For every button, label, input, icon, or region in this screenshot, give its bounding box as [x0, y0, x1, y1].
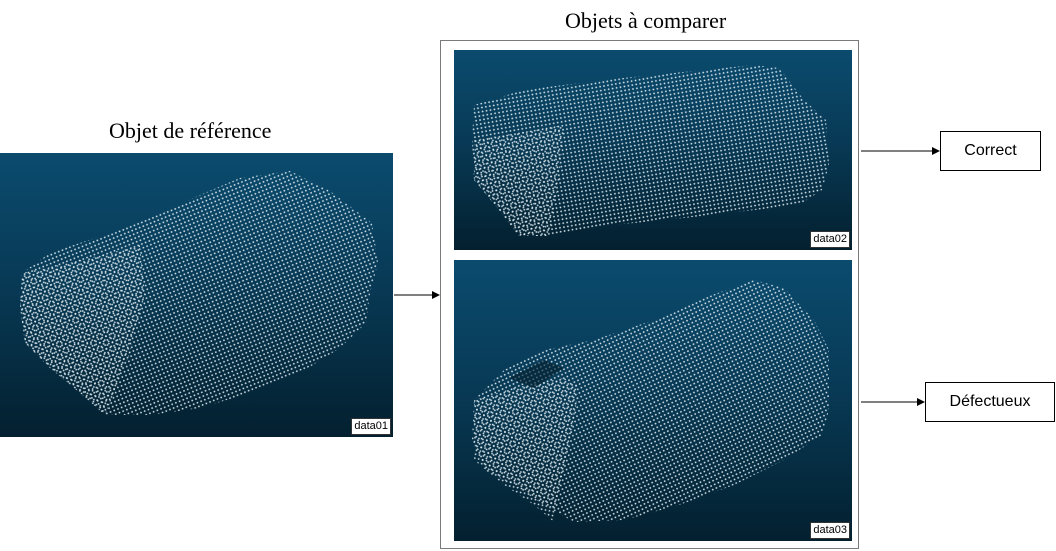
compare-bottom-dataset-label: data03	[810, 522, 850, 539]
reference-point-cloud	[20, 171, 378, 415]
reference-dataset-label: data01	[351, 418, 391, 435]
result-defective-box: Défectueux	[925, 382, 1055, 422]
compare-top-dataset-label: data02	[810, 231, 850, 248]
reference-title: Objet de référence	[109, 118, 272, 143]
compare-bottom-point-cloud-view: data03	[454, 260, 852, 541]
compare-top-point-cloud	[472, 65, 829, 236]
compare-title: Objets à comparer	[565, 8, 727, 33]
compare-bottom-point-cloud	[472, 280, 829, 522]
compare-top-point-cloud-view: data02	[454, 50, 852, 250]
reference-point-cloud-view: data01	[0, 153, 393, 437]
result-correct-box: Correct	[940, 131, 1041, 171]
